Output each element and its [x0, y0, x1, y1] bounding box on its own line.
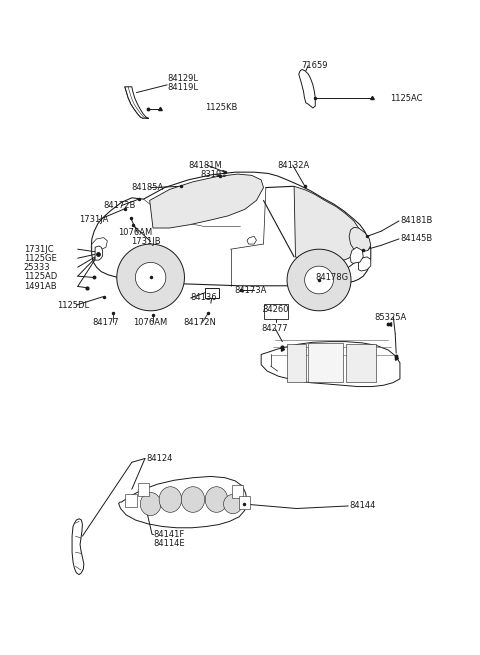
- Polygon shape: [135, 263, 166, 292]
- Polygon shape: [117, 244, 184, 311]
- Text: 1125KB: 1125KB: [204, 103, 237, 112]
- Text: 84277: 84277: [261, 324, 288, 333]
- Polygon shape: [72, 519, 84, 574]
- Polygon shape: [350, 247, 363, 263]
- Polygon shape: [204, 288, 219, 298]
- Text: 84260: 84260: [263, 305, 289, 314]
- Text: 83191: 83191: [200, 170, 227, 179]
- Polygon shape: [150, 174, 264, 228]
- Text: 1076AM: 1076AM: [133, 318, 167, 327]
- Text: 84144: 84144: [349, 502, 375, 510]
- Polygon shape: [349, 227, 371, 257]
- Text: 71659: 71659: [301, 61, 328, 70]
- Text: 84132A: 84132A: [277, 160, 310, 170]
- Polygon shape: [138, 483, 149, 496]
- Polygon shape: [205, 487, 228, 512]
- Polygon shape: [181, 487, 205, 512]
- Polygon shape: [261, 342, 400, 386]
- Text: 1125DL: 1125DL: [58, 301, 90, 310]
- Polygon shape: [159, 487, 181, 512]
- Polygon shape: [119, 476, 247, 528]
- Text: 84145B: 84145B: [400, 234, 432, 244]
- Text: 1125AC: 1125AC: [391, 94, 423, 103]
- Text: 84178G: 84178G: [315, 273, 348, 282]
- Text: 25333: 25333: [24, 263, 50, 272]
- Text: 84141F: 84141F: [153, 530, 184, 538]
- Text: 84173A: 84173A: [234, 286, 267, 295]
- Text: 84177: 84177: [92, 318, 119, 327]
- Text: 1731JA: 1731JA: [79, 215, 108, 224]
- Text: 1125GE: 1125GE: [24, 253, 56, 263]
- Polygon shape: [140, 493, 161, 515]
- Polygon shape: [239, 496, 251, 508]
- Polygon shape: [125, 495, 136, 507]
- Text: 84129L: 84129L: [167, 74, 198, 83]
- Polygon shape: [287, 343, 306, 382]
- Polygon shape: [299, 69, 315, 108]
- Text: 84185A: 84185A: [132, 183, 164, 192]
- Polygon shape: [305, 266, 334, 294]
- Polygon shape: [92, 238, 108, 252]
- Polygon shape: [125, 86, 149, 119]
- Text: 1731JC: 1731JC: [24, 245, 53, 253]
- Text: 85325A: 85325A: [374, 312, 407, 322]
- Text: 84172B: 84172B: [104, 201, 136, 210]
- Text: 1125AD: 1125AD: [24, 272, 57, 280]
- Text: 84136: 84136: [191, 293, 217, 303]
- Text: 1491AB: 1491AB: [24, 282, 56, 291]
- Text: 1731JB: 1731JB: [131, 237, 160, 246]
- Polygon shape: [359, 257, 371, 271]
- Text: 1076AM: 1076AM: [118, 228, 152, 237]
- Text: 84172N: 84172N: [183, 318, 216, 327]
- Polygon shape: [294, 186, 363, 263]
- Polygon shape: [95, 246, 103, 260]
- Polygon shape: [346, 344, 376, 382]
- Text: 84124: 84124: [146, 454, 172, 463]
- Polygon shape: [232, 485, 243, 498]
- Text: 84114E: 84114E: [153, 538, 185, 548]
- Polygon shape: [91, 172, 371, 286]
- Polygon shape: [308, 343, 344, 382]
- Bar: [264, 305, 288, 318]
- Polygon shape: [247, 236, 256, 244]
- Text: 84119L: 84119L: [167, 83, 198, 92]
- Polygon shape: [224, 495, 242, 514]
- Text: 84181M: 84181M: [188, 160, 222, 170]
- Polygon shape: [287, 249, 351, 311]
- Text: 84181B: 84181B: [400, 216, 432, 225]
